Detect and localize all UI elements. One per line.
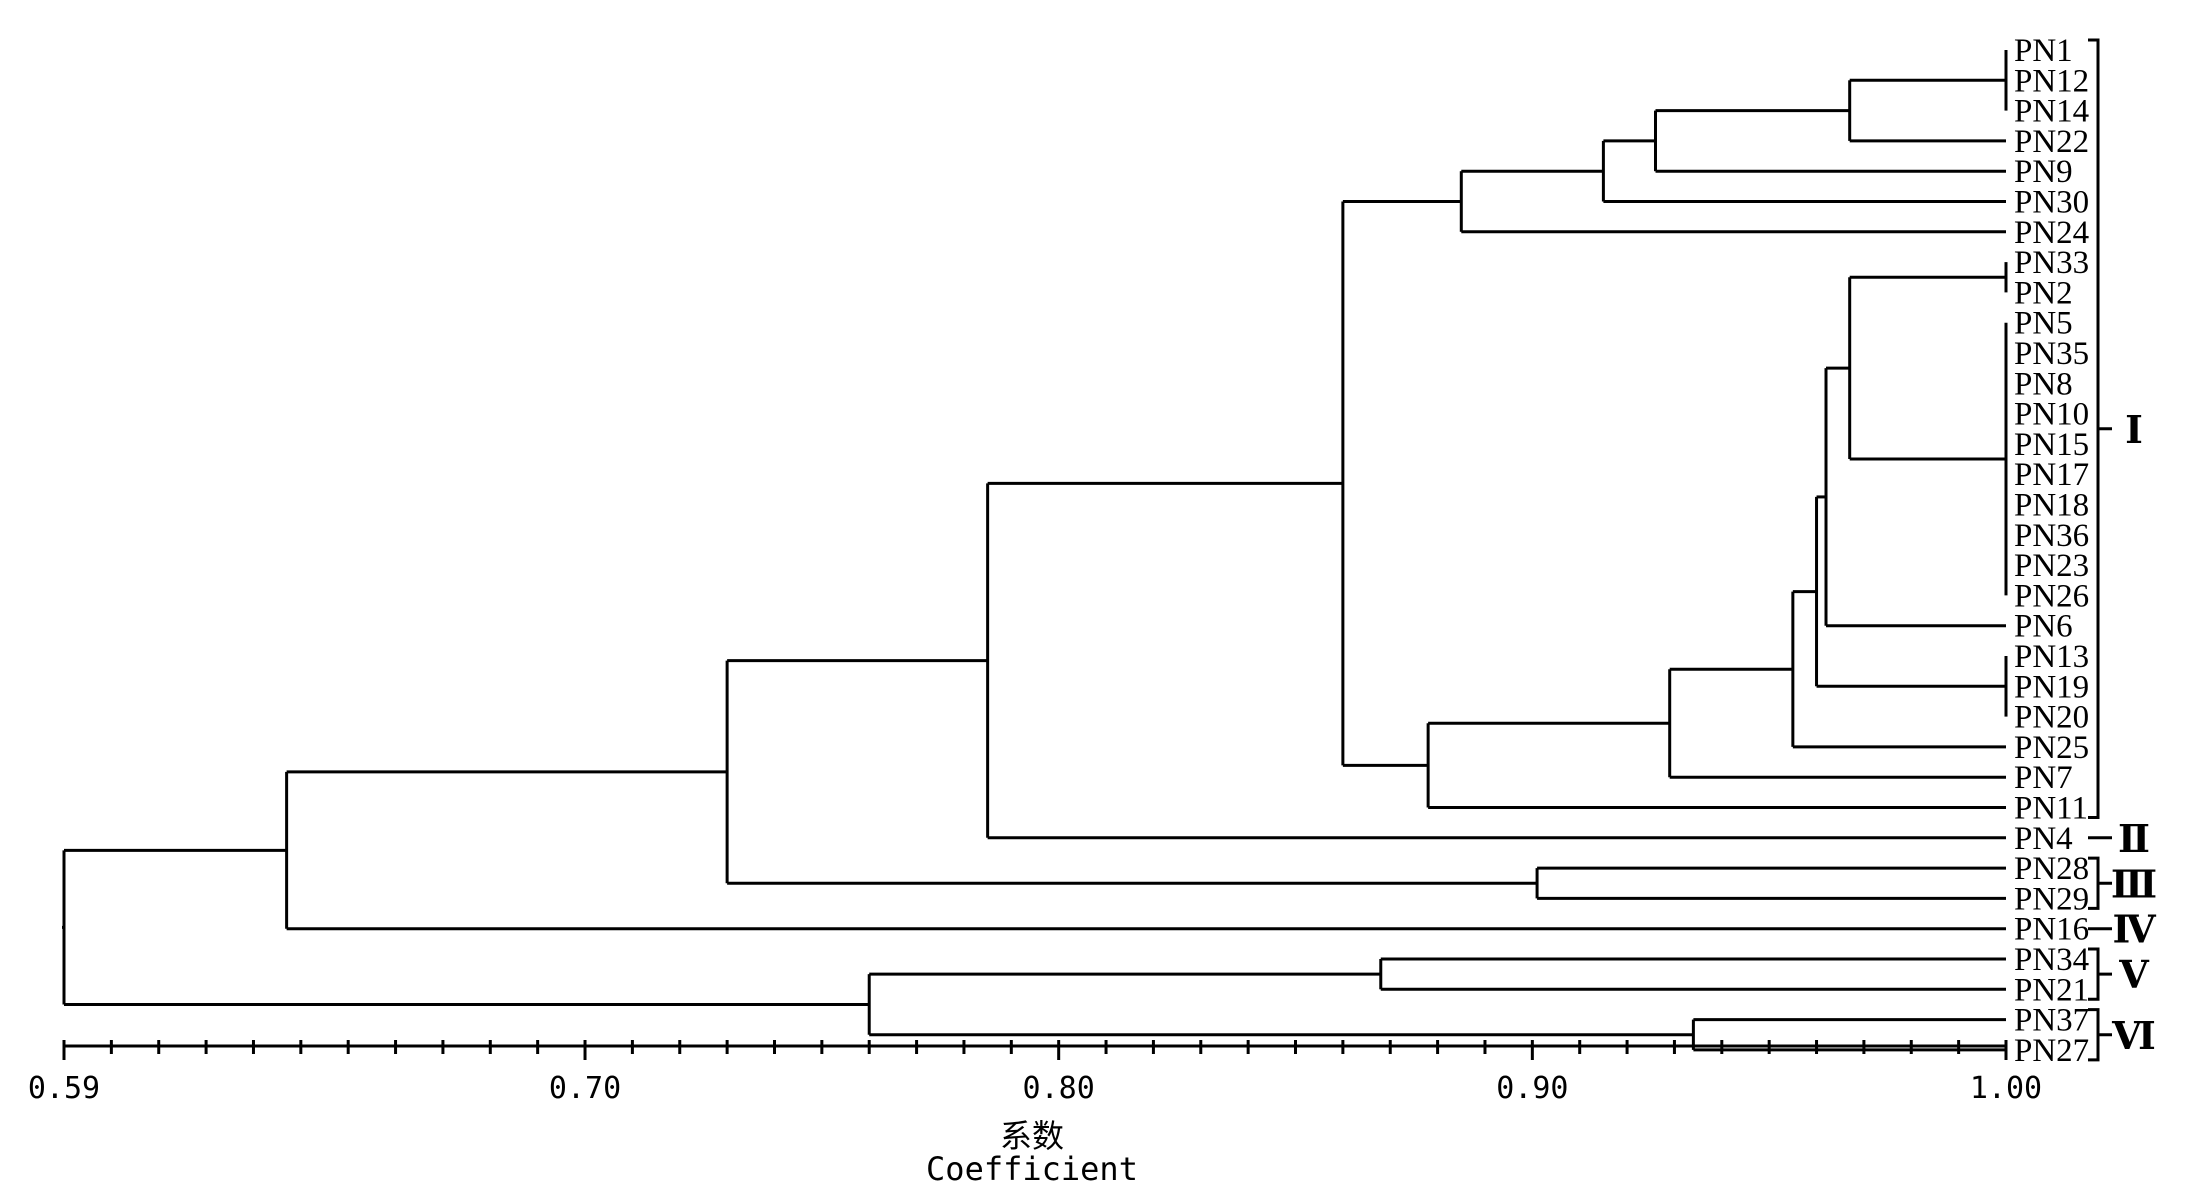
cluster-label-1: Ⅱ	[2118, 819, 2150, 861]
axis-title-chinese: 系数	[1000, 1117, 1064, 1155]
leaf-label-pn23: PN23	[2014, 548, 2089, 584]
leaf-label-pn21: PN21	[2014, 972, 2089, 1008]
leaf-label-pn9: PN9	[2014, 154, 2073, 190]
cluster-label-0: Ⅰ	[2125, 410, 2143, 452]
leaf-label-pn16: PN16	[2014, 912, 2089, 948]
leaf-label-pn22: PN22	[2014, 124, 2089, 160]
axis-title-english: Coefficient	[926, 1150, 1138, 1188]
tick-label-3: 0.90	[1496, 1071, 1568, 1106]
leaf-label-pn5: PN5	[2014, 306, 2073, 342]
cluster-label-4: Ⅴ	[2118, 955, 2150, 997]
leaf-label-pn1: PN1	[2014, 33, 2073, 69]
cluster-bracket-2	[2088, 856, 2112, 910]
tick-label-1: 0.70	[549, 1071, 621, 1106]
cluster-bracket-0	[2088, 38, 2112, 819]
tick-label-2: 0.80	[1023, 1071, 1095, 1106]
leaf-label-pn13: PN13	[2014, 639, 2089, 675]
tick-label-4: 1.00	[1970, 1071, 2042, 1106]
leaf-label-pn29: PN29	[2014, 881, 2089, 917]
leaf-label-pn2: PN2	[2014, 275, 2073, 311]
leaf-label-pn18: PN18	[2014, 488, 2089, 524]
leaf-labels: PN1PN12PN14PN22PN9PN30PN24PN33PN2PN5PN35…	[2014, 33, 2089, 1069]
leaf-label-pn17: PN17	[2014, 457, 2089, 493]
leaf-label-pn4: PN4	[2014, 821, 2073, 857]
leaf-label-pn27: PN27	[2014, 1033, 2089, 1069]
leaf-label-pn12: PN12	[2014, 63, 2089, 99]
leaf-label-pn33: PN33	[2014, 245, 2089, 281]
leaf-label-pn26: PN26	[2014, 578, 2089, 614]
leaf-label-pn36: PN36	[2014, 518, 2089, 554]
leaf-label-pn14: PN14	[2014, 94, 2089, 130]
leaf-label-pn20: PN20	[2014, 700, 2089, 736]
leaf-label-pn28: PN28	[2014, 851, 2089, 887]
dendrogram-tree	[62, 50, 2008, 1052]
cluster-bracket-5	[2088, 1008, 2112, 1062]
coefficient-axis: 0.59 0.70 0.80 0.90 1.00	[28, 1040, 2042, 1106]
leaf-label-pn15: PN15	[2014, 427, 2089, 463]
leaf-label-pn24: PN24	[2014, 215, 2089, 251]
tick-label-0: 0.59	[28, 1071, 100, 1106]
leaf-label-pn6: PN6	[2014, 609, 2073, 645]
leaf-label-pn25: PN25	[2014, 730, 2089, 766]
leaf-label-pn37: PN37	[2014, 1003, 2089, 1039]
cluster-label-2: Ⅲ	[2111, 864, 2157, 906]
leaf-label-pn35: PN35	[2014, 336, 2089, 372]
leaf-label-pn34: PN34	[2014, 942, 2089, 978]
leaf-label-pn30: PN30	[2014, 185, 2089, 221]
leaf-label-pn11: PN11	[2014, 791, 2088, 827]
leaf-label-pn7: PN7	[2014, 760, 2073, 796]
cluster-label-3: Ⅳ	[2112, 910, 2156, 952]
leaf-label-pn19: PN19	[2014, 669, 2089, 705]
leaf-label-pn10: PN10	[2014, 397, 2089, 433]
leaf-label-pn8: PN8	[2014, 366, 2073, 402]
cluster-label-5: Ⅵ	[2111, 1016, 2156, 1058]
cluster-bracket-4	[2088, 947, 2112, 1001]
